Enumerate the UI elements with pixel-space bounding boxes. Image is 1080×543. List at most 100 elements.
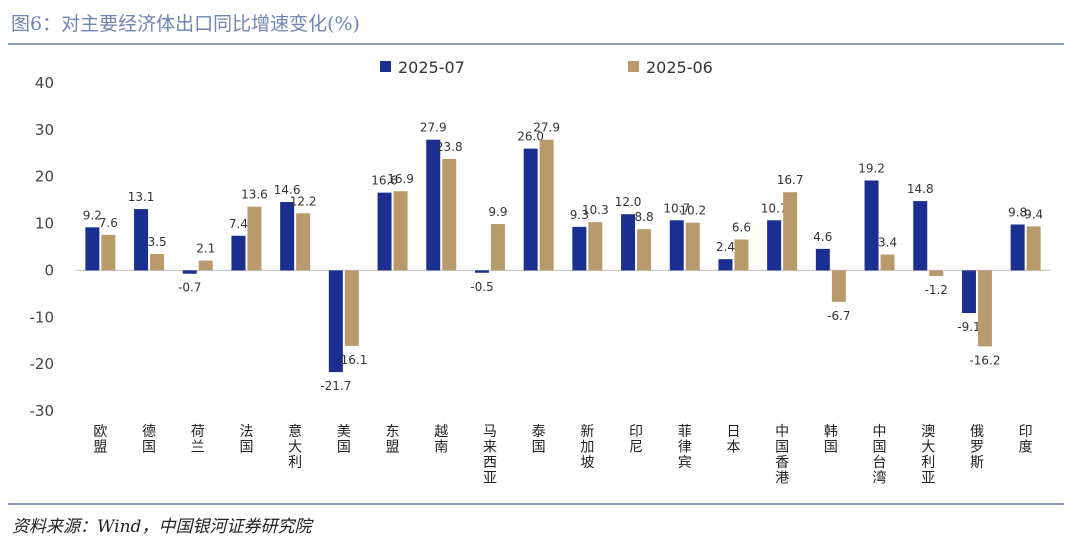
- data-label: 27.9: [533, 121, 560, 135]
- bar-s1: [231, 235, 246, 271]
- bar-s2: [1026, 226, 1041, 271]
- data-label: 12.2: [290, 194, 317, 208]
- data-label: -16.2: [969, 353, 1000, 367]
- category-label-char: 韩: [824, 424, 838, 440]
- data-label: 8.8: [635, 210, 654, 224]
- category-label-char: 兰: [191, 440, 205, 456]
- category-label-char: 亚: [921, 471, 935, 487]
- bar-s2: [734, 239, 749, 271]
- bar-s1: [572, 226, 587, 271]
- footer-divider: [8, 503, 1064, 505]
- bar-s2: [442, 158, 457, 271]
- data-label: -6.7: [827, 309, 850, 323]
- data-label: 9.3: [570, 208, 589, 222]
- data-label: 2.1: [196, 242, 215, 256]
- bar-s1: [474, 270, 489, 273]
- data-label: 16.7: [777, 173, 804, 187]
- bar-s2: [393, 191, 408, 271]
- bar-s1: [85, 227, 100, 271]
- category-label-char: 日: [726, 424, 740, 440]
- legend-swatch-s1: [380, 61, 391, 72]
- category-label-char: 国: [532, 440, 546, 456]
- legend-label: 2025-07: [398, 58, 465, 77]
- category-label-char: 港: [775, 471, 789, 487]
- bar-s1: [961, 270, 976, 314]
- category-label-char: 国: [239, 440, 253, 456]
- bar-s1: [864, 180, 879, 271]
- y-tick-label: -20: [30, 355, 55, 373]
- bar-s2: [637, 229, 652, 271]
- category-label-char: 香: [775, 455, 789, 471]
- category-label-char: 来: [483, 440, 497, 456]
- data-label: -21.7: [320, 379, 351, 393]
- y-tick-label: 40: [35, 74, 54, 92]
- category-label-char: 泰: [532, 424, 546, 440]
- bar-chart: 40 30 20 10 0 -10 -20 -30 9.27.6 欧盟 13.1 3.5 德国 -0.7 2…: [30, 58, 1050, 487]
- category-label-char: 宾: [678, 455, 692, 471]
- bar-s2: [247, 206, 262, 271]
- category-label-char: 东: [386, 424, 400, 440]
- category-label-char: 德: [142, 424, 156, 440]
- category-label-char: 越: [434, 424, 448, 440]
- category-label-char: 印: [1019, 424, 1033, 440]
- bar-s1: [426, 139, 441, 271]
- bar-s2: [150, 254, 165, 271]
- category-label-char: 国: [873, 440, 887, 456]
- data-label: 4.6: [813, 230, 832, 244]
- bar-s1: [182, 270, 197, 274]
- data-label: 14.6: [274, 183, 301, 197]
- data-label: -9.1: [957, 320, 980, 334]
- data-label: 14.8: [907, 182, 934, 196]
- category-label-char: 中: [873, 424, 887, 440]
- data-label: 13.6: [241, 188, 268, 202]
- bar-s2: [977, 270, 992, 347]
- bar-s2: [929, 270, 944, 277]
- bar-s1: [913, 201, 928, 271]
- bar-s2: [539, 139, 554, 271]
- y-tick-label: 30: [35, 121, 54, 139]
- category-label-char: 罗: [970, 440, 984, 456]
- data-label: 7.4: [229, 217, 248, 231]
- category-label-char: 荷: [191, 424, 205, 440]
- data-label: 19.2: [858, 161, 885, 175]
- y-tick-label: -10: [30, 308, 55, 326]
- category-label-char: 马: [483, 424, 497, 440]
- y-tick-label: 10: [35, 215, 54, 233]
- category-label-char: 台: [873, 455, 887, 471]
- bar-s2: [588, 222, 603, 271]
- bar-s1: [134, 209, 149, 271]
- bar-s2: [685, 222, 700, 271]
- bar-s1: [767, 220, 782, 271]
- bar-s2: [101, 234, 116, 271]
- data-label: 12.0: [615, 195, 642, 209]
- bar-s1: [280, 202, 295, 271]
- bar-s2: [490, 224, 505, 271]
- source-note: 资料来源：Wind，中国银河证券研究院: [12, 517, 312, 537]
- category-label-char: 中: [775, 424, 789, 440]
- data-label: -1.2: [925, 283, 948, 297]
- bar-s2: [880, 254, 895, 271]
- title-divider: [8, 43, 1064, 45]
- category-label-char: 法: [239, 424, 253, 440]
- category-label-char: 斯: [970, 455, 984, 471]
- category-label-char: 国: [337, 440, 351, 456]
- data-label: 16.6: [371, 174, 398, 188]
- bar-s1: [621, 214, 636, 271]
- bar-s1: [377, 192, 392, 271]
- data-label: -0.5: [470, 280, 493, 294]
- bar-s2: [296, 213, 311, 271]
- bar-s1: [718, 259, 733, 271]
- bar-s2: [831, 270, 846, 302]
- category-label-char: 利: [921, 455, 935, 471]
- category-label-char: 俄: [970, 424, 984, 440]
- category-label-char: 国: [142, 440, 156, 456]
- data-label: 9.4: [1024, 207, 1043, 221]
- category-label-char: 新: [580, 424, 594, 440]
- category-label-char: 澳: [921, 424, 935, 440]
- category-label-char: 律: [678, 440, 692, 456]
- data-label: 9.2: [83, 208, 102, 222]
- y-tick-label: 0: [44, 261, 54, 279]
- category-label-char: 西: [483, 455, 497, 471]
- y-tick-label: -30: [30, 402, 55, 420]
- category-label-char: 美: [337, 424, 351, 440]
